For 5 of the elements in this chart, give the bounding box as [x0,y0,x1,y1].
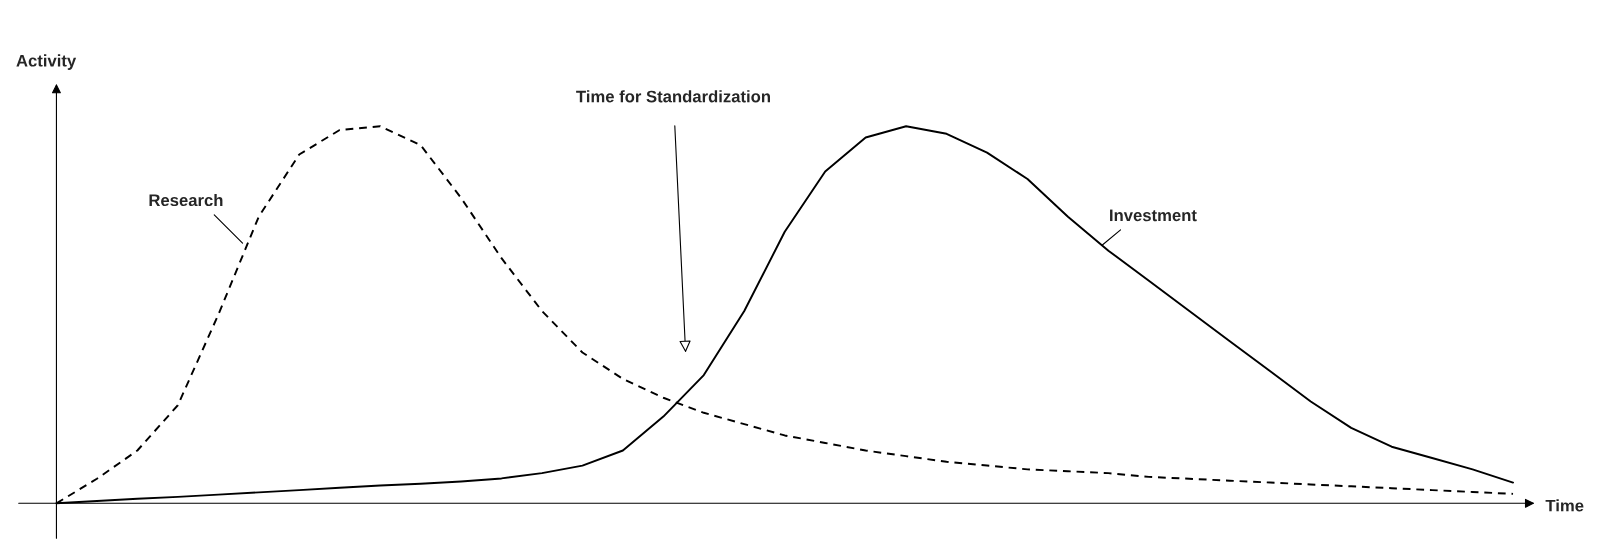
text: Time for Standardization [576,90,770,103]
y-axis-title: Activity [16,54,77,70]
text: Research [149,193,223,207]
series-label: Investment [1110,209,1197,222]
x-axis-title: Time [1545,499,1584,512]
